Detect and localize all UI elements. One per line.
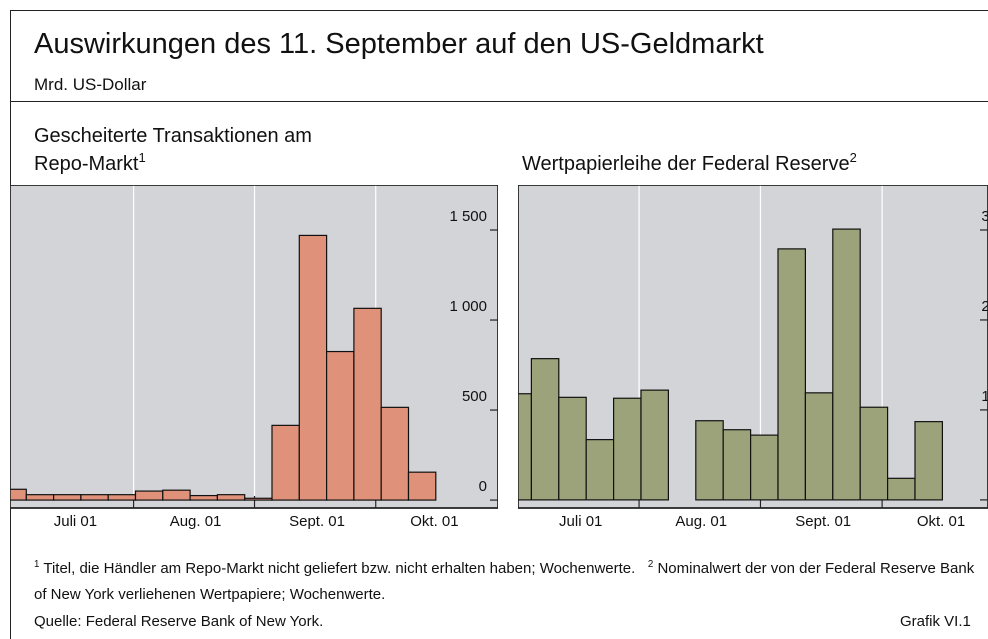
graphic-id: Grafik VI.1 bbox=[900, 613, 971, 630]
plot-border bbox=[518, 185, 988, 509]
bar bbox=[216, 494, 246, 501]
bar bbox=[326, 350, 355, 501]
bar bbox=[530, 358, 560, 501]
bar bbox=[271, 424, 300, 501]
bar bbox=[859, 406, 889, 501]
x-label: Sept. 01 bbox=[795, 513, 851, 530]
bar bbox=[380, 406, 410, 501]
frame-top bbox=[10, 10, 988, 11]
x-label: Sept. 01 bbox=[289, 513, 345, 530]
bar bbox=[585, 439, 615, 501]
bar bbox=[162, 489, 191, 501]
bar bbox=[107, 494, 137, 501]
bar bbox=[777, 248, 806, 501]
bar bbox=[244, 497, 273, 501]
x-label: Okt. 01 bbox=[410, 513, 458, 530]
bar bbox=[298, 234, 328, 501]
bar bbox=[914, 421, 943, 501]
subtitle: Mrd. US-Dollar bbox=[34, 75, 147, 94]
title: Auswirkungen des 11. September auf den U… bbox=[34, 28, 764, 60]
note-mark: 1 bbox=[34, 559, 40, 571]
bar bbox=[722, 429, 752, 501]
bar bbox=[134, 490, 164, 501]
panel-title: Gescheiterte Transaktionen am Repo-Markt… bbox=[34, 122, 364, 178]
bar bbox=[804, 392, 834, 501]
x-label: Aug. 01 bbox=[170, 513, 222, 530]
note-mark: 1 bbox=[138, 150, 146, 166]
chart-panel: 0 500 1 000 1 500 Juli 01 Aug. 01 Sept. 01 Okt.… bbox=[10, 185, 498, 530]
separator bbox=[10, 101, 988, 102]
x-label: Okt. 01 bbox=[917, 513, 965, 530]
y-tick-label: 500 bbox=[462, 388, 487, 405]
y-tick-label: 10 bbox=[981, 388, 988, 405]
y-tick-label: 1 500 bbox=[449, 208, 487, 225]
panel-title-text: Wertpapierleihe der Federal Reserve bbox=[522, 153, 850, 175]
footnote-text: Titel, die Händler am Repo-Markt nicht g… bbox=[43, 560, 636, 577]
plot-border bbox=[10, 185, 498, 509]
panel-title: Wertpapierleihe der Federal Reserve2 bbox=[522, 150, 857, 178]
y-tick-label: 20 bbox=[981, 298, 988, 315]
bar bbox=[612, 397, 642, 501]
y-tick-label: 30 bbox=[981, 208, 988, 225]
footnote-text: Nominalwert der von der Federal Reserve … bbox=[34, 560, 975, 603]
note-mark: 2 bbox=[849, 150, 857, 166]
bar bbox=[407, 471, 437, 501]
bar bbox=[750, 434, 779, 501]
x-label: Juli 01 bbox=[54, 513, 97, 530]
bar bbox=[695, 420, 724, 501]
bar bbox=[80, 494, 109, 501]
bar bbox=[887, 477, 916, 501]
bar bbox=[189, 494, 219, 501]
bar bbox=[640, 389, 669, 501]
y-tick-label: 0 bbox=[479, 478, 487, 495]
panel-title-text: Gescheiterte Transaktionen am Repo-Markt bbox=[34, 125, 312, 175]
bar bbox=[52, 494, 82, 501]
footnote: 1 Titel, die Händler am Repo-Markt nicht… bbox=[34, 560, 635, 577]
footnotes: 1 Titel, die Händler am Repo-Markt nicht… bbox=[34, 556, 986, 608]
footnote: 2 Nominalwert der von der Federal Reserv… bbox=[34, 560, 974, 603]
bar bbox=[832, 228, 861, 501]
source: Quelle: Federal Reserve Bank of New York… bbox=[34, 613, 324, 630]
note-mark: 2 bbox=[647, 559, 654, 571]
bar bbox=[10, 488, 27, 501]
x-label: Aug. 01 bbox=[675, 513, 727, 530]
bar bbox=[353, 307, 382, 501]
x-label: Juli 01 bbox=[559, 513, 602, 530]
bar bbox=[25, 494, 55, 501]
bar bbox=[518, 393, 532, 501]
y-tick-label: 1 000 bbox=[449, 298, 487, 315]
bar bbox=[558, 396, 587, 501]
